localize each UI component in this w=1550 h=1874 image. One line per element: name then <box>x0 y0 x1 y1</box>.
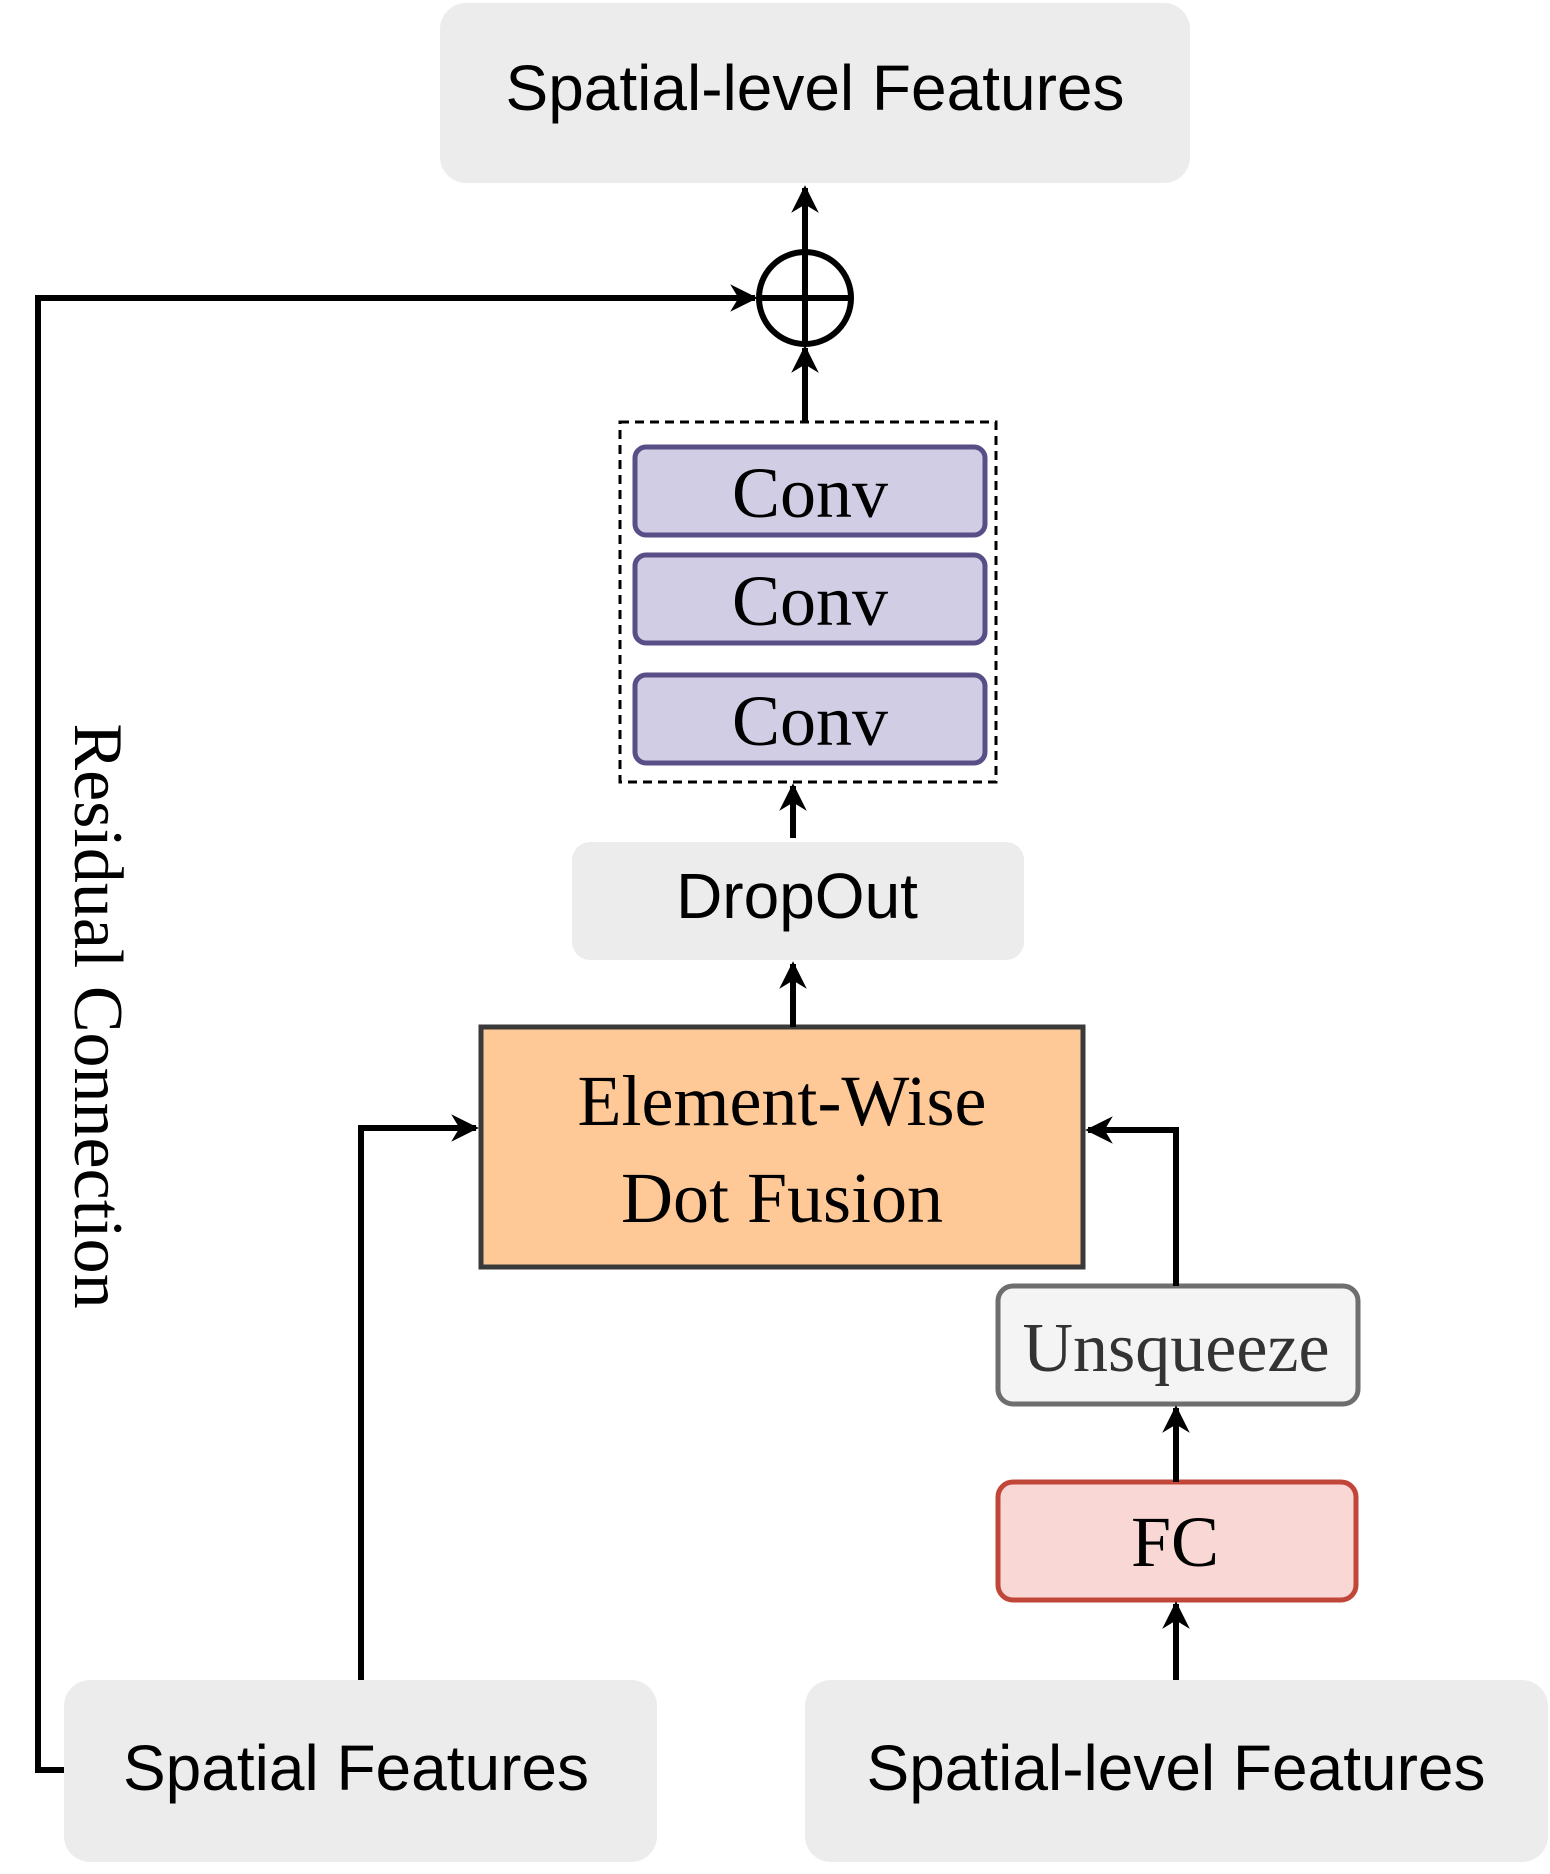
input-spatial-level-label: Spatial-level Features <box>867 1732 1486 1804</box>
spatial-to-fusion-arrow <box>358 1114 479 1680</box>
conv-layer-2 <box>632 552 988 646</box>
unsqueeze-label: Unsqueeze <box>1022 1310 1329 1387</box>
conv-layer-3-label: Conv <box>732 681 888 761</box>
input-spatial-level-node <box>805 1680 1548 1862</box>
output-node <box>440 3 1190 183</box>
conv-layer-3 <box>632 672 988 766</box>
dropout-node <box>572 842 1024 960</box>
input-spatial-label: Spatial Features <box>123 1732 589 1804</box>
conv-layer-1-label: Conv <box>732 453 888 533</box>
residual-label: Residual Connection <box>59 723 136 1308</box>
sum-node <box>756 249 854 347</box>
conv-layer-1 <box>632 444 988 538</box>
fusion-node <box>478 1024 1086 1270</box>
fc-label: FC <box>1131 1502 1219 1582</box>
output-label: Spatial-level Features <box>506 52 1125 124</box>
residual-connector <box>35 284 758 1773</box>
conv-layer-2-label: Conv <box>732 561 888 641</box>
input-spatial-node <box>64 1680 657 1862</box>
fusion-label-line1: Element-Wise <box>578 1061 987 1141</box>
fusion-label-line2: Dot Fusion <box>621 1158 943 1238</box>
unsqueeze-to-fusion-arrow <box>1085 1116 1179 1286</box>
dropout-label: DropOut <box>676 860 918 932</box>
